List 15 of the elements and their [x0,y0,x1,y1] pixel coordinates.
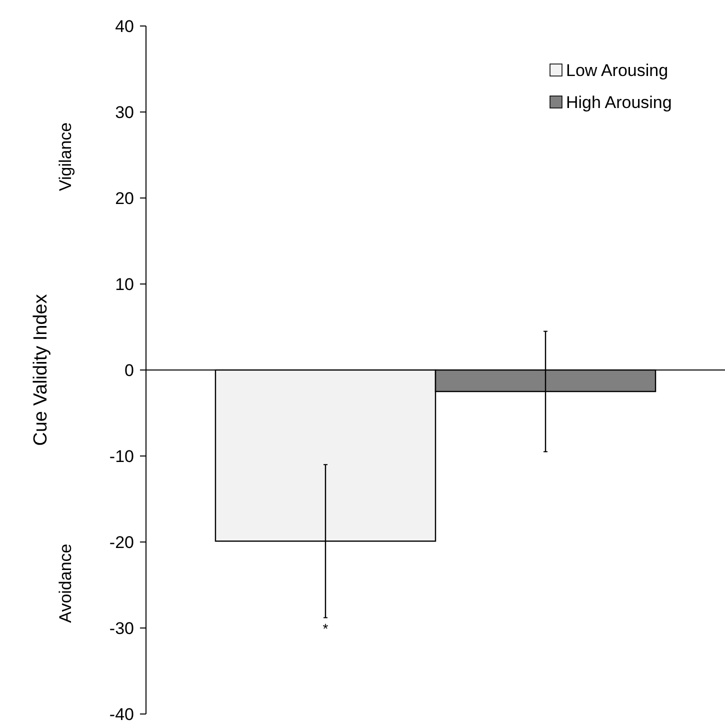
y-tick-label: 40 [115,16,134,36]
y-tick-label: -30 [109,618,134,638]
y-axis-title: Cue Validity Index [30,294,52,446]
text: Vigilance [56,122,75,192]
y-tick-label: -40 [109,704,134,724]
y-tick-label: 10 [115,274,134,294]
annotation: * [322,620,329,636]
y-tick-label: 0 [124,360,134,380]
y-tick-label: -10 [109,446,134,466]
legend-label: High Arousing [566,92,672,112]
legend-label: Low Arousing [566,60,668,80]
y-tick-label: 30 [115,102,134,122]
y-tick-label: 20 [115,188,134,208]
y-tick-label: -20 [109,532,134,552]
text: Avoidance [56,544,75,623]
